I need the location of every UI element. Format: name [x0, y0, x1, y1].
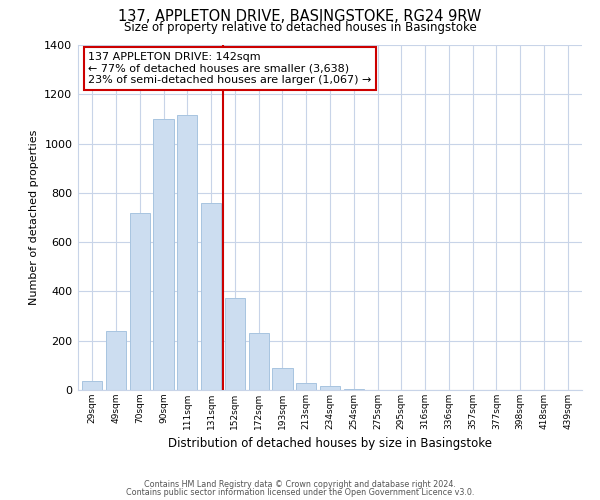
Bar — [177, 115, 197, 390]
Bar — [272, 368, 293, 390]
Y-axis label: Number of detached properties: Number of detached properties — [29, 130, 39, 305]
X-axis label: Distribution of detached houses by size in Basingstoke: Distribution of detached houses by size … — [168, 438, 492, 450]
Bar — [344, 389, 364, 390]
Bar — [130, 212, 150, 390]
Bar — [320, 386, 340, 390]
Bar — [225, 298, 245, 390]
Text: 137, APPLETON DRIVE, BASINGSTOKE, RG24 9RW: 137, APPLETON DRIVE, BASINGSTOKE, RG24 9… — [118, 9, 482, 24]
Text: Contains HM Land Registry data © Crown copyright and database right 2024.: Contains HM Land Registry data © Crown c… — [144, 480, 456, 489]
Bar — [201, 202, 221, 390]
Bar — [296, 382, 316, 390]
Text: Size of property relative to detached houses in Basingstoke: Size of property relative to detached ho… — [124, 21, 476, 34]
Text: 137 APPLETON DRIVE: 142sqm
← 77% of detached houses are smaller (3,638)
23% of s: 137 APPLETON DRIVE: 142sqm ← 77% of deta… — [88, 52, 371, 85]
Bar — [154, 119, 173, 390]
Bar — [248, 334, 269, 390]
Bar — [82, 382, 103, 390]
Bar — [106, 331, 126, 390]
Text: Contains public sector information licensed under the Open Government Licence v3: Contains public sector information licen… — [126, 488, 474, 497]
